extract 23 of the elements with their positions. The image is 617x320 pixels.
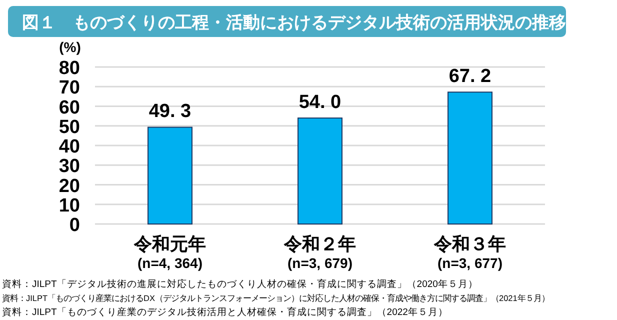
x-tick-label: 令和元年 (n=4, 364) <box>133 234 206 271</box>
x-tick-label: 令和２年 (n=3, 679) <box>283 234 356 271</box>
y-tick-label: 80 <box>58 58 80 79</box>
y-tick-label: 40 <box>58 136 80 158</box>
y-tick-label: 70 <box>58 78 80 99</box>
y-axis-title: (%) <box>59 39 81 55</box>
data-label: 67. 2 <box>448 66 492 88</box>
y-tick-label: 20 <box>58 176 80 197</box>
x-tick-label: 令和３年 (n=3, 677) <box>433 234 506 271</box>
bar <box>148 126 192 224</box>
text: 資料：JILPT「デジタル技術の進展に対応したものづくり人材の確保・育成に関する調査」（2020年５月） <box>2 278 478 290</box>
text: 資料：JILPT「ものづくり産業におけるDX（デジタルトランスフォーメーション）に対応した人材の確保・育成や働き方に関する調査」（2021年５月） <box>2 294 550 303</box>
data-label: 54. 0 <box>298 92 342 114</box>
data-label: 49. 3 <box>148 101 192 122</box>
y-tick-label: 30 <box>58 156 80 178</box>
y-tick-label: 50 <box>58 116 80 138</box>
bar <box>298 118 342 224</box>
y-tick-label: 10 <box>58 195 80 216</box>
y-tick-label: 0 <box>69 215 80 236</box>
chart-title: 図１ ものづくりの工程・活動におけるデジタル技術の活用状況の推移 <box>22 13 566 32</box>
y-tick-label: 60 <box>58 97 80 118</box>
bar <box>448 92 492 224</box>
text: 資料：JILPT「ものづくり産業のデジタル技術活用と人材確保・育成に関する調査」（2022年５月） <box>2 306 448 318</box>
